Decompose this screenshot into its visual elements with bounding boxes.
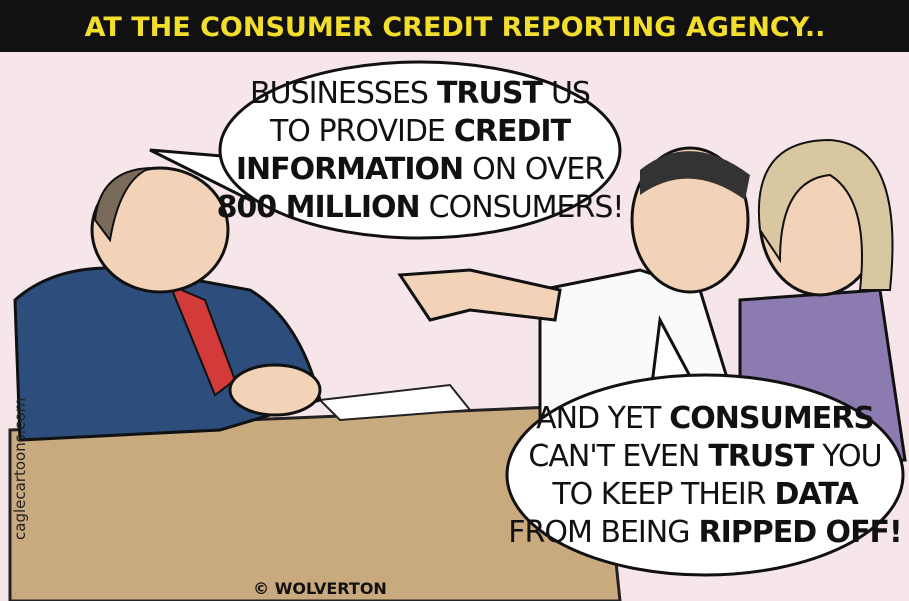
bubble-line: FROM BEING RIPPED OFF! [508, 515, 901, 550]
word: YOU [821, 439, 881, 474]
word: FROM BEING [508, 515, 689, 550]
word: US [551, 76, 590, 111]
speech-bubble [218, 60, 622, 240]
bold-word: DATA [775, 477, 860, 512]
credit: caglecartoons.com [11, 398, 29, 540]
word: TO KEEP THEIR [551, 477, 765, 512]
bold-word: RIPPED OFF! [698, 515, 901, 550]
word: TO PROVIDE [269, 114, 445, 149]
woman-hair [757, 138, 894, 291]
man-hair [640, 151, 750, 200]
pointing-arm [397, 268, 562, 322]
title-band [0, 0, 909, 52]
title: AT THE CONSUMER CREDIT REPORTING AGENCY.… [85, 12, 826, 43]
executive-head [90, 166, 230, 294]
word: AND YET [536, 401, 662, 436]
papers [317, 383, 472, 422]
bold-word: CONSUMERS [669, 401, 874, 436]
bold-word: 800 MILLION [217, 190, 420, 225]
hair [93, 167, 151, 243]
bold-word: INFORMATION [236, 152, 463, 187]
word: BUSINESSES [250, 76, 428, 111]
bubble-line: BUSINESSES TRUST US [250, 76, 590, 111]
speech-bubble [505, 373, 905, 577]
bubble-line: TO PROVIDE CREDIT [269, 114, 572, 149]
bubble-line: TO KEEP THEIR DATA [551, 477, 859, 512]
hands [228, 363, 322, 417]
word: CAN'T EVEN [528, 439, 699, 474]
bubble-line: CAN'T EVEN TRUST YOU [528, 439, 881, 474]
bold-word: CREDIT [454, 114, 572, 149]
bold-word: TRUST [708, 439, 815, 474]
signature: © WOLVERTON [253, 579, 387, 598]
bubble-line: 800 MILLION CONSUMERS! [217, 190, 624, 225]
word: ON OVER [472, 152, 604, 187]
bold-word: TRUST [437, 76, 544, 111]
word: CONSUMERS! [429, 190, 624, 225]
bubble-line: AND YET CONSUMERS [536, 401, 874, 436]
bubble-line: INFORMATION ON OVER [236, 152, 605, 187]
